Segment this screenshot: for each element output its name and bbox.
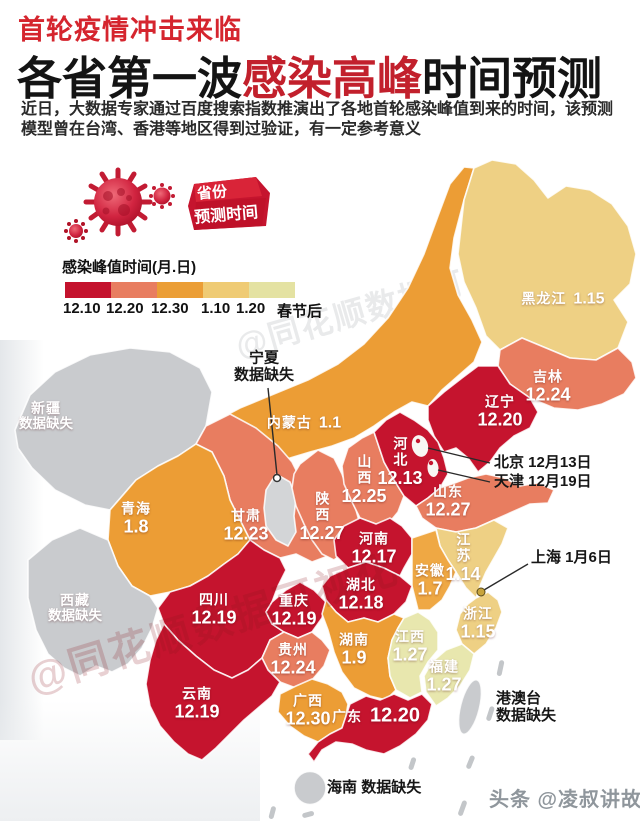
label-jilin: 吉林 12.24 — [525, 368, 571, 405]
label-sichuan: 四川 12.19 — [191, 591, 237, 628]
province-heilongjiang — [457, 159, 637, 361]
legend-swatch-2 — [111, 282, 157, 298]
label-guangdong: 广东 12.20 — [331, 704, 421, 727]
label-heilongjiang: 黑龙江 1.15 — [521, 290, 605, 308]
shanghai-callout-line — [483, 563, 529, 591]
label-gansu: 甘肃 12.23 — [223, 507, 269, 544]
virus-icon — [83, 167, 153, 237]
legend-title: 感染峰值时间(月.日) — [62, 259, 197, 276]
label-shandong: 山东 12.27 — [425, 483, 471, 520]
title-prefix: 各省第一波 — [17, 53, 243, 104]
description-text: 近日，大数据专家通过百度搜索指数推演出了各地首轮感染峰值到来的时间，该预测模型曾… — [21, 101, 614, 139]
label-hebei: 河北 12.13 — [377, 436, 423, 489]
legend-tick-5: 1.20 — [236, 300, 266, 317]
label-shaanxi: 陕西 12.27 — [299, 491, 345, 544]
legend-tick-2: 12.20 — [106, 300, 144, 317]
province-neimenggu — [205, 166, 483, 469]
label-shanxi: 山西 12.25 — [341, 454, 387, 507]
province-guangdong — [307, 693, 433, 763]
callout-ningxia: 宁夏 数据缺失 — [233, 349, 295, 383]
callout-shanghai: 上海 1月6日 — [531, 549, 612, 566]
legend-tick-3: 12.30 — [151, 300, 189, 317]
province-chongqing — [265, 581, 327, 639]
callout-gangaotai: 港澳台 数据缺失 — [496, 690, 557, 724]
callout-tianjin: 天津 12月19日 — [494, 473, 592, 490]
legend-tick-6: 春节后 — [277, 303, 323, 320]
legend-swatch-5 — [249, 282, 295, 298]
legend-tick-4: 1.10 — [201, 300, 231, 317]
province-taiwan — [457, 678, 483, 736]
virus-body-large — [94, 178, 142, 226]
label-xinjiang: 新疆 数据缺失 — [19, 400, 73, 431]
beijing-dot — [415, 438, 421, 444]
label-zhejiang: 浙江 1.15 — [460, 605, 496, 642]
province-fujian — [423, 643, 475, 707]
legend-badge-ribbon — [188, 177, 270, 230]
label-hunan: 湖南 1.9 — [339, 631, 369, 668]
title-highlight: 感染高峰 — [242, 53, 423, 104]
province-zhejiang — [455, 591, 503, 655]
label-jiangsu: 江苏 1.14 — [445, 532, 481, 585]
province-henan — [333, 517, 413, 577]
tianjin-callout-line — [437, 469, 491, 483]
credit-watermark: 头条 @凌叔讲故事 — [489, 789, 640, 811]
legend-tick-1: 12.10 — [63, 300, 101, 317]
province-xizang — [27, 527, 159, 677]
province-hainan — [293, 770, 327, 806]
label-guizhou: 贵州 12.24 — [270, 641, 316, 678]
label-chongqing: 重庆 12.19 — [271, 592, 317, 629]
shanghai-dot — [476, 587, 486, 597]
province-yunnan — [145, 623, 281, 761]
label-guangxi: 广西 12.30 — [285, 692, 331, 729]
label-hubei: 湖北 12.18 — [338, 576, 384, 613]
legend-swatch-4 — [203, 282, 249, 298]
virus-icon-medium — [149, 183, 175, 209]
province-hebei — [373, 411, 449, 507]
beijing-callout-line — [427, 447, 491, 464]
province-anhui — [411, 529, 457, 611]
callout-hainan: 海南 数据缺失 — [327, 779, 422, 796]
label-jiangxi: 江西 1.27 — [392, 628, 428, 665]
callout-beijing: 北京 12月13日 — [494, 454, 592, 471]
label-xizang: 西藏 数据缺失 — [48, 592, 102, 623]
label-neimenggu: 内蒙古 1.1 — [266, 414, 342, 432]
kicker-text: 首轮疫情冲击来临 — [18, 15, 242, 45]
ningxia-callout-line — [267, 387, 278, 476]
label-anhui: 安徽 1.7 — [415, 562, 445, 599]
label-fujian: 福建 1.27 — [426, 658, 462, 695]
tianjin-dot — [428, 460, 434, 466]
virus-texture — [102, 188, 132, 216]
province-jiangxi — [387, 611, 439, 699]
label-qinghai: 青海 1.8 — [121, 500, 151, 537]
label-yunnan: 云南 12.19 — [174, 685, 220, 722]
label-liaoning: 辽宁 12.20 — [477, 393, 523, 430]
ningxia-callout-dot — [272, 473, 282, 483]
virus-icon-small — [64, 219, 88, 243]
legend-swatch-3 — [157, 282, 203, 298]
legend-swatches — [65, 282, 295, 298]
sea-dash-line — [268, 660, 505, 819]
page-title: 各省第一波感染高峰时间预测 — [17, 42, 602, 107]
legend-swatch-1 — [65, 282, 111, 298]
label-henan: 河南 12.17 — [351, 530, 397, 567]
title-suffix: 时间预测 — [422, 53, 603, 104]
